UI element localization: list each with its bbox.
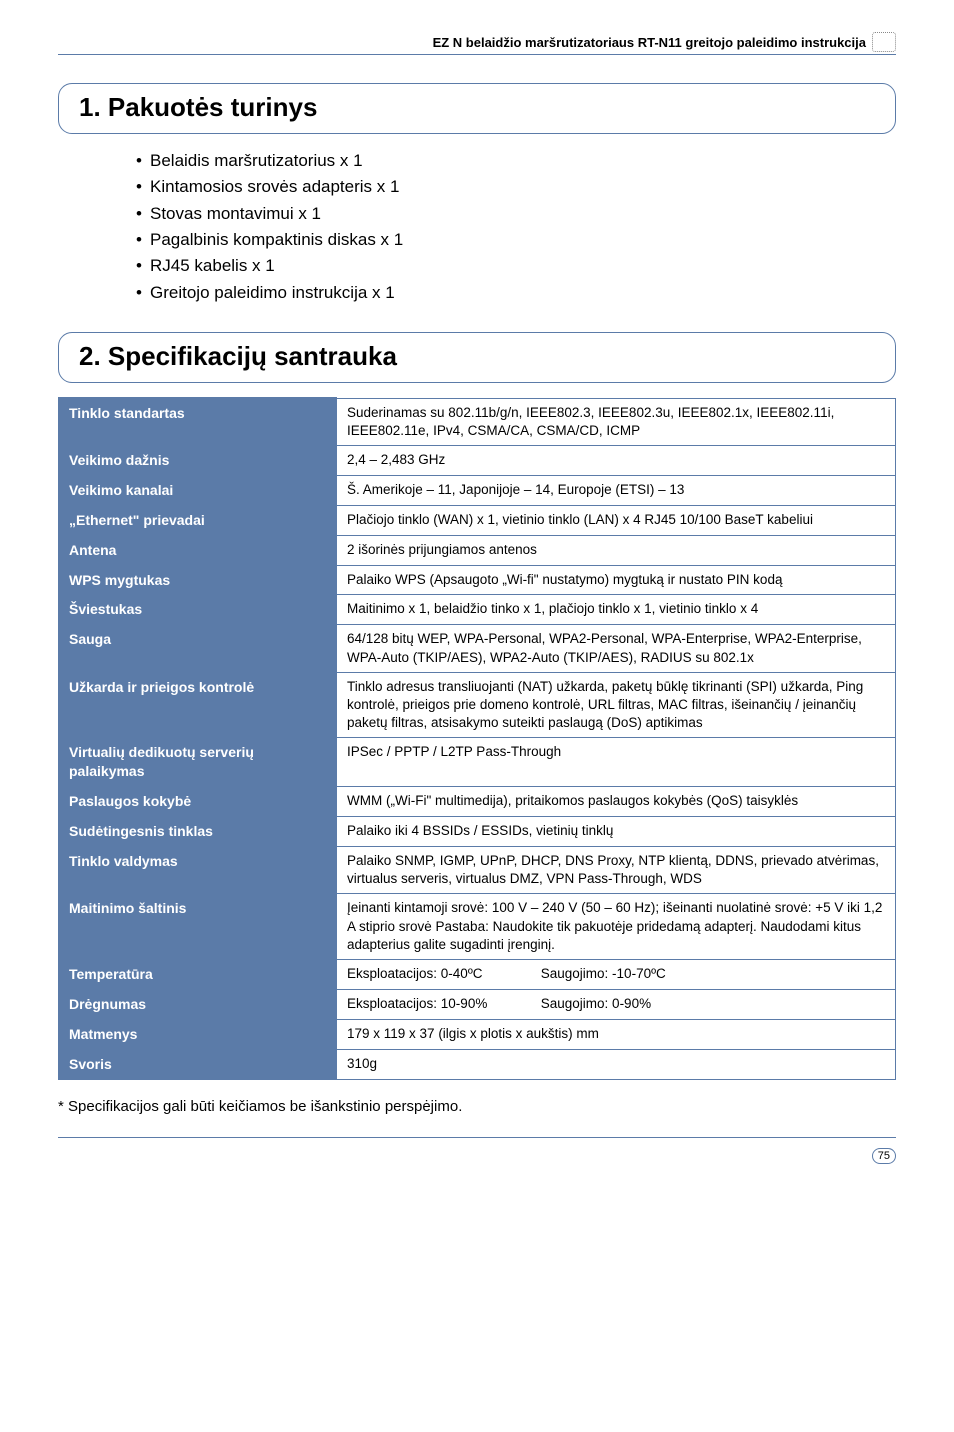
spec-label: Šviestukas: [59, 595, 337, 625]
list-item: •Greitojo paleidimo instrukcija x 1: [136, 280, 896, 306]
spec-label: Matmenys: [59, 1019, 337, 1049]
table-row: Drėgnumas Eksploatacijos: 10-90% Saugoji…: [59, 989, 896, 1019]
table-row: Svoris310g: [59, 1049, 896, 1079]
footer-divider: [58, 1137, 896, 1138]
package-contents-list: •Belaidis maršrutizatorius x 1 •Kintamos…: [136, 148, 896, 306]
specifications-table: Tinklo standartasSuderinamas su 802.11b/…: [58, 397, 896, 1080]
page-number-wrap: 75: [58, 1146, 896, 1164]
list-item-text: Greitojo paleidimo instrukcija x 1: [150, 283, 395, 302]
spec-label: Veikimo dažnis: [59, 446, 337, 476]
spec-label: Paslaugos kokybė: [59, 787, 337, 817]
spec-value: 310g: [337, 1049, 896, 1079]
spec-label: Svoris: [59, 1049, 337, 1079]
spec-value: 179 x 119 x 37 (ilgis x plotis x aukštis…: [337, 1019, 896, 1049]
list-item-text: RJ45 kabelis x 1: [150, 256, 275, 275]
list-item: •Stovas montavimui x 1: [136, 201, 896, 227]
spec-label: Veikimo kanalai: [59, 475, 337, 505]
spec-value: Plačiojo tinklo (WAN) x 1, vietinio tink…: [337, 505, 896, 535]
humidity-storage: Saugojimo: 0-90%: [541, 995, 651, 1013]
table-row: Temperatūra Eksploatacijos: 0-40ºC Saugo…: [59, 960, 896, 990]
table-row: Veikimo dažnis2,4 – 2,483 GHz: [59, 446, 896, 476]
list-item-text: Pagalbinis kompaktinis diskas x 1: [150, 230, 403, 249]
section-2-box: 2. Specifikacijų santrauka: [58, 332, 896, 383]
spec-value: Palaiko WPS (Apsaugoto „Wi-fi" nustatymo…: [337, 565, 896, 595]
table-row: Tinklo standartasSuderinamas su 802.11b/…: [59, 398, 896, 445]
spec-label: Temperatūra: [59, 960, 337, 990]
humidity-operating: Eksploatacijos: 10-90%: [347, 995, 537, 1013]
list-item-text: Stovas montavimui x 1: [150, 204, 321, 223]
footnote-text: * Specifikacijos gali būti keičiamos be …: [58, 1098, 896, 1115]
list-item: •Belaidis maršrutizatorius x 1: [136, 148, 896, 174]
spec-label: Drėgnumas: [59, 989, 337, 1019]
list-item-text: Kintamosios srovės adapteris x 1: [150, 177, 399, 196]
table-row: Veikimo kanalaiŠ. Amerikoje – 11, Japoni…: [59, 475, 896, 505]
spec-value: 2 išorinės prijungiamos antenos: [337, 535, 896, 565]
spec-label: „Ethernet" prievadai: [59, 505, 337, 535]
spec-label: Sudėtingesnis tinklas: [59, 817, 337, 847]
page-number: 75: [872, 1148, 896, 1164]
spec-value: Eksploatacijos: 0-40ºC Saugojimo: -10-70…: [337, 960, 896, 990]
section-1-heading: 1. Pakuotės turinys: [79, 92, 875, 123]
table-row: Užkarda ir prieigos kontrolėTinklo adres…: [59, 672, 896, 738]
router-icon: [872, 32, 896, 52]
section-2-heading: 2. Specifikacijų santrauka: [79, 341, 875, 372]
table-row: WPS mygtukasPalaiko WPS (Apsaugoto „Wi-f…: [59, 565, 896, 595]
table-row: Sauga64/128 bitų WEP, WPA-Personal, WPA2…: [59, 625, 896, 672]
spec-value: Įeinanti kintamoji srovė: 100 V – 240 V …: [337, 894, 896, 960]
list-item: •RJ45 kabelis x 1: [136, 253, 896, 279]
spec-value: Maitinimo x 1, belaidžio tinko x 1, plač…: [337, 595, 896, 625]
spec-value: Suderinamas su 802.11b/g/n, IEEE802.3, I…: [337, 398, 896, 445]
spec-value: IPSec / PPTP / L2TP Pass-Through: [337, 738, 896, 787]
spec-value: Palaiko SNMP, IGMP, UPnP, DHCP, DNS Prox…: [337, 847, 896, 894]
table-row: Virtualių dedikuotų serverių palaikymasI…: [59, 738, 896, 787]
spec-label: Užkarda ir prieigos kontrolė: [59, 672, 337, 738]
table-row: Matmenys179 x 119 x 37 (ilgis x plotis x…: [59, 1019, 896, 1049]
spec-value: Š. Amerikoje – 11, Japonijoje – 14, Euro…: [337, 475, 896, 505]
spec-label: Tinklo standartas: [59, 398, 337, 445]
spec-value: WMM („Wi-Fi" multimedija), pritaikomos p…: [337, 787, 896, 817]
spec-label: Sauga: [59, 625, 337, 672]
list-item-text: Belaidis maršrutizatorius x 1: [150, 151, 363, 170]
table-row: Paslaugos kokybėWMM („Wi-Fi" multimedija…: [59, 787, 896, 817]
spec-label: Maitinimo šaltinis: [59, 894, 337, 960]
list-item: •Kintamosios srovės adapteris x 1: [136, 174, 896, 200]
spec-value: Palaiko iki 4 BSSIDs / ESSIDs, vietinių …: [337, 817, 896, 847]
table-row: Tinklo valdymasPalaiko SNMP, IGMP, UPnP,…: [59, 847, 896, 894]
list-item: •Pagalbinis kompaktinis diskas x 1: [136, 227, 896, 253]
table-row: Antena2 išorinės prijungiamos antenos: [59, 535, 896, 565]
temperature-operating: Eksploatacijos: 0-40ºC: [347, 965, 537, 983]
spec-value: 2,4 – 2,483 GHz: [337, 446, 896, 476]
section-1-box: 1. Pakuotės turinys: [58, 83, 896, 134]
spec-label: WPS mygtukas: [59, 565, 337, 595]
spec-value: Tinklo adresus transliuojanti (NAT) užka…: [337, 672, 896, 738]
header-title: EZ N belaidžio maršrutizatoriaus RT-N11 …: [433, 35, 866, 50]
spec-label: Antena: [59, 535, 337, 565]
temperature-storage: Saugojimo: -10-70ºC: [541, 965, 666, 983]
table-row: Sudėtingesnis tinklasPalaiko iki 4 BSSID…: [59, 817, 896, 847]
spec-value: 64/128 bitų WEP, WPA-Personal, WPA2-Pers…: [337, 625, 896, 672]
table-row: „Ethernet" prievadaiPlačiojo tinklo (WAN…: [59, 505, 896, 535]
spec-value: Eksploatacijos: 10-90% Saugojimo: 0-90%: [337, 989, 896, 1019]
table-row: ŠviestukasMaitinimo x 1, belaidžio tinko…: [59, 595, 896, 625]
table-row: Maitinimo šaltinisĮeinanti kintamoji sro…: [59, 894, 896, 960]
spec-label: Virtualių dedikuotų serverių palaikymas: [59, 738, 337, 787]
page-header: EZ N belaidžio maršrutizatoriaus RT-N11 …: [58, 30, 896, 55]
spec-label: Tinklo valdymas: [59, 847, 337, 894]
